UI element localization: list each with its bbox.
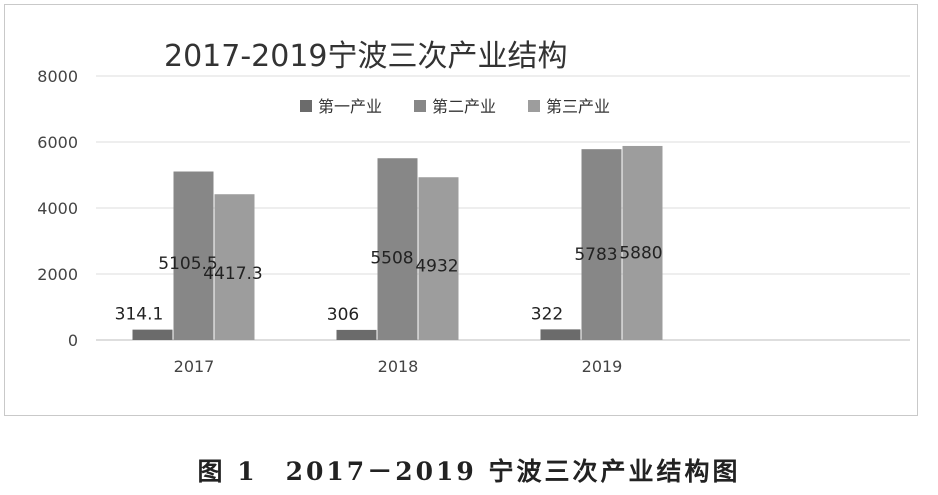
legend-swatch [528,100,540,112]
y-tick-label: 0 [68,331,78,350]
x-tick-label: 2018 [378,357,419,376]
bars [132,145,663,340]
bar [336,329,377,340]
y-tick-label: 4000 [37,199,78,218]
x-tick-label: 2017 [174,357,215,376]
bar [540,329,581,340]
y-tick-label: 8000 [37,67,78,86]
data-label: 5783 [574,245,617,265]
data-label: 322 [531,304,563,324]
data-label: 5508 [370,249,413,269]
legend-label: 第二产业 [432,97,496,116]
x-tick-label: 2019 [582,357,623,376]
data-label: 5880 [619,244,662,264]
bar [622,145,663,340]
bar [173,171,214,340]
axes: 0 2000 4000 6000 8000 2017 2018 2019 [37,67,622,376]
data-label: 314.1 [115,305,164,325]
data-label: 306 [327,305,359,325]
bar [377,158,418,340]
bar [132,329,173,340]
figure-caption: 图 1 2017－2019 宁波三次产业结构图 [197,457,741,486]
bar [581,149,622,340]
y-tick-label: 2000 [37,265,78,284]
y-tick-label: 6000 [37,133,78,152]
legend: 第一产业 第二产业 第三产业 [300,97,610,116]
bar [418,177,459,340]
legend-label: 第一产业 [318,97,382,116]
bar [214,194,255,340]
data-label: 5105.5 [158,254,217,274]
data-label: 4932 [415,257,458,277]
legend-label: 第三产业 [546,97,610,116]
data-label: 4417.3 [203,264,262,284]
bar-chart: 2017-2019宁波三次产业结构 0 2000 4000 6000 8000 2017 2… [37,39,910,376]
chart-frame [4,4,918,416]
chart-title: 2017-2019宁波三次产业结构 [164,39,568,74]
legend-swatch [414,100,426,112]
legend-swatch [300,100,312,112]
